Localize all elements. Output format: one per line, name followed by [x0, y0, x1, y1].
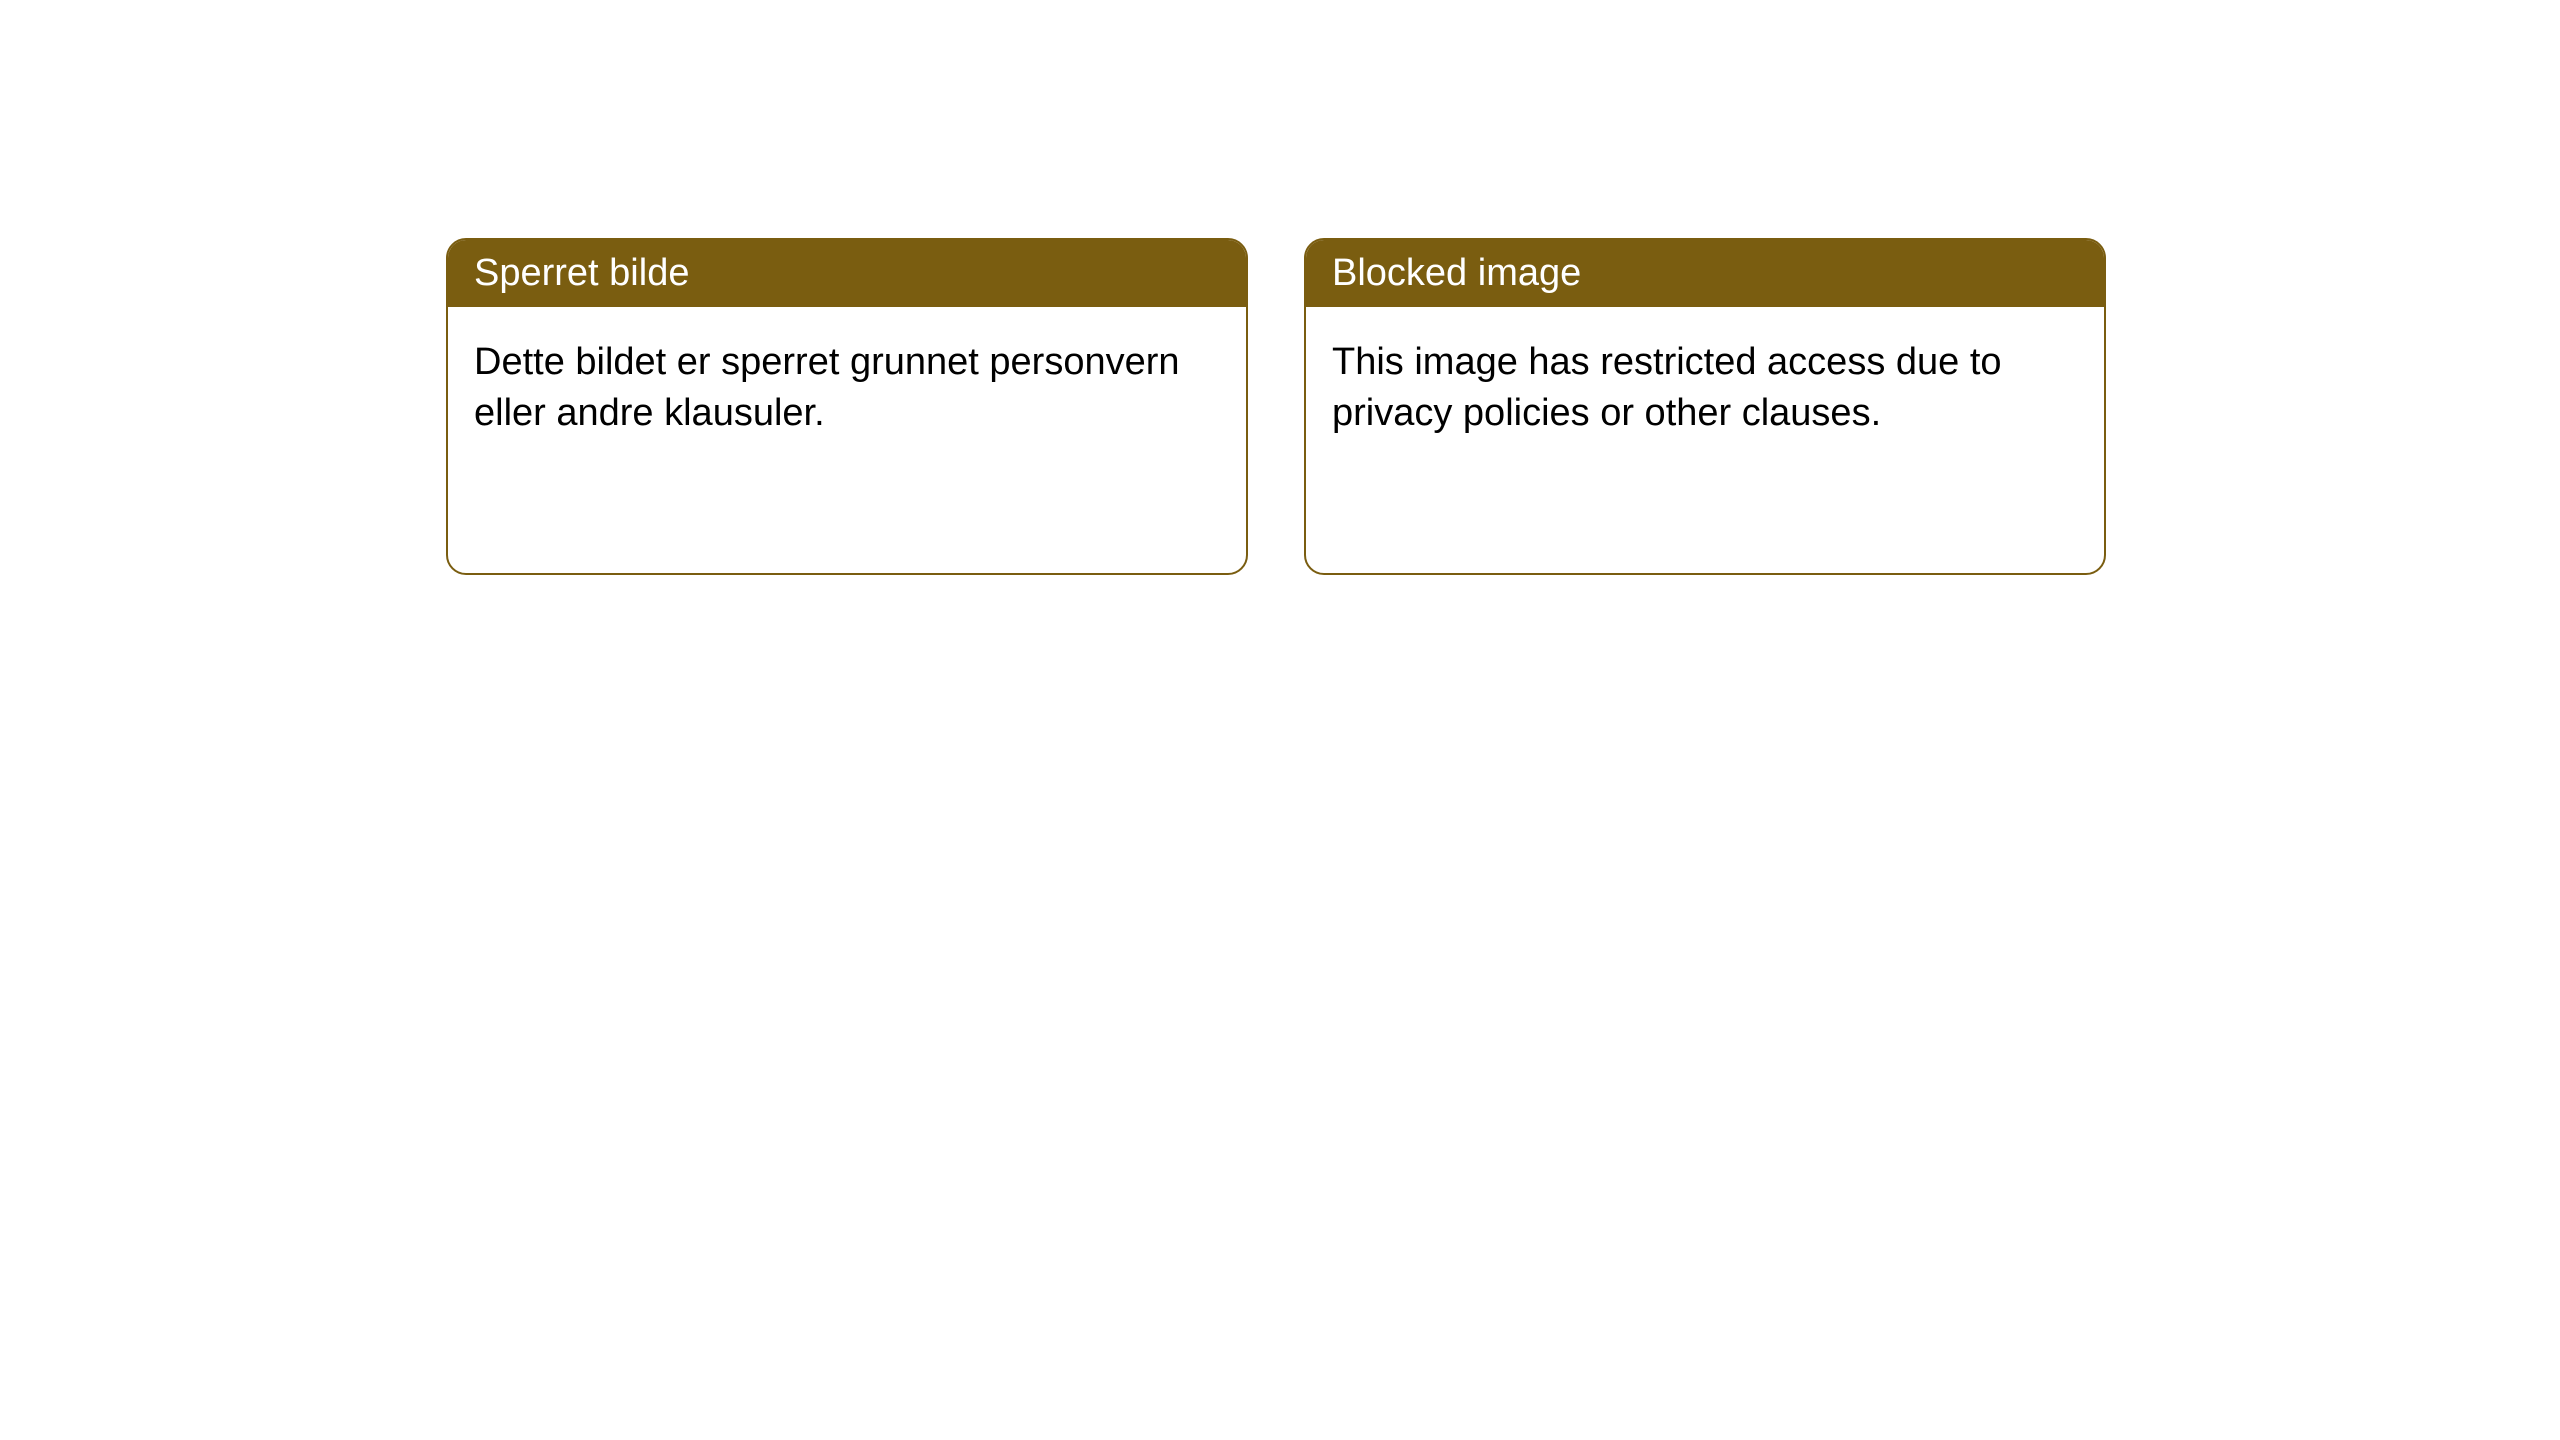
- card-header: Blocked image: [1306, 240, 2104, 307]
- card-body: Dette bildet er sperret grunnet personve…: [448, 307, 1246, 470]
- card-body: This image has restricted access due to …: [1306, 307, 2104, 470]
- blocked-image-card-en: Blocked image This image has restricted …: [1304, 238, 2106, 575]
- cards-container: Sperret bilde Dette bildet er sperret gr…: [446, 238, 2560, 575]
- blocked-image-card-no: Sperret bilde Dette bildet er sperret gr…: [446, 238, 1248, 575]
- card-header: Sperret bilde: [448, 240, 1246, 307]
